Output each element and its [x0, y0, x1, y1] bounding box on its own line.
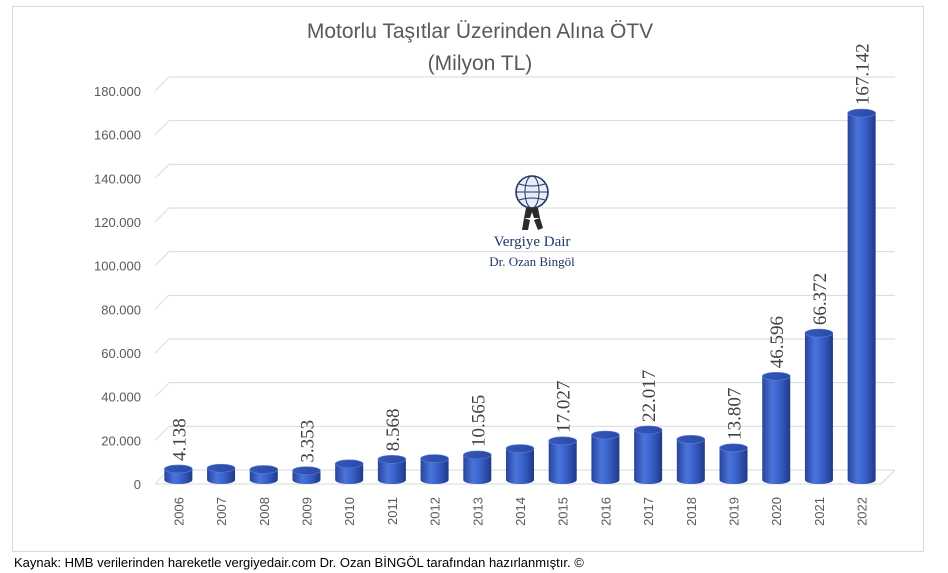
bar-top	[676, 435, 706, 444]
bars	[164, 108, 876, 484]
x-axis-line-slant	[880, 469, 896, 485]
data-label: 4.138	[169, 418, 190, 461]
bar-top	[462, 450, 492, 460]
data-labels: 4.138 3.353 8.568 10.565 17.027 22.017 13.807 4…	[169, 43, 873, 462]
x-tick-label: 2018	[684, 497, 699, 526]
data-label: 13.807	[725, 388, 746, 440]
logo-name: Vergiye Dair	[493, 234, 571, 250]
x-tick-label: 2020	[769, 497, 784, 526]
bar-top	[377, 454, 407, 464]
bar-top	[206, 463, 236, 473]
logo-author: Dr. Ozan Bingöl	[489, 254, 575, 269]
gridline-slant	[154, 163, 170, 179]
x-tick-label: 2015	[556, 497, 571, 526]
x-tick-label: 2016	[598, 497, 613, 526]
x-tick-label: 2013	[470, 497, 485, 526]
bar-top	[548, 436, 578, 446]
bar-top	[591, 430, 620, 440]
x-tick-label: 2022	[855, 497, 870, 526]
y-tick-label: 140.000	[94, 171, 141, 186]
x-tick-label: 2019	[727, 497, 742, 526]
bar	[634, 429, 663, 484]
bar	[719, 447, 748, 484]
bar	[420, 458, 449, 484]
gridline-slant	[154, 76, 170, 92]
x-tick-label: 2017	[641, 497, 656, 526]
gridline-slant	[154, 425, 170, 441]
y-tick-label: 20.000	[101, 433, 141, 448]
gridline-slant	[154, 251, 170, 267]
bar	[762, 376, 791, 484]
bar	[463, 454, 492, 484]
y-tick-label: 160.000	[94, 128, 141, 143]
bar-top	[761, 371, 791, 381]
x-tick-label: 2021	[812, 497, 827, 526]
gridline-slant	[154, 120, 170, 136]
x-tick-label: 2008	[257, 497, 272, 526]
source-note: Kaynak: HMB verilerinden hareketle vergi…	[14, 555, 584, 570]
bar	[548, 440, 577, 484]
data-label: 167.142	[853, 43, 874, 105]
bar-top	[505, 444, 535, 453]
gridline-slant	[154, 207, 170, 223]
atlas-globe-icon	[515, 175, 549, 230]
bar-top	[420, 454, 449, 463]
bar	[804, 333, 833, 484]
bar	[847, 113, 876, 484]
x-tick-label: 2012	[428, 497, 443, 526]
y-tick-label: 80.000	[101, 302, 141, 317]
bar	[207, 468, 236, 484]
bar	[377, 459, 406, 484]
x-tick-label: 2010	[342, 497, 357, 526]
y-tick-label: 180.000	[94, 84, 141, 99]
chart-title: Motorlu Taşıtlar Üzerinden Alına ÖTV	[306, 20, 654, 43]
bar-top	[334, 459, 364, 469]
y-tick-label: 120.000	[94, 215, 141, 230]
bar-top	[804, 328, 834, 338]
x-tick-label: 2007	[214, 497, 229, 526]
x-tick-label: 2011	[385, 497, 400, 525]
gridline-slant	[154, 294, 170, 310]
x-tick-label: 2006	[171, 497, 186, 526]
gridline-slant	[154, 338, 170, 354]
bar-top	[719, 443, 748, 453]
x-tick-label: 2014	[513, 497, 528, 526]
chart-subtitle: (Milyon TL)	[427, 52, 533, 75]
data-label: 17.027	[554, 381, 575, 433]
y-tick-label: 60.000	[101, 346, 141, 361]
axes: 0 20.000 40.000 60.000 80.000 100.000 120.000 1…	[94, 84, 896, 526]
data-label: 46.596	[767, 316, 788, 368]
data-label: 10.565	[468, 395, 489, 447]
y-tick-label: 0	[134, 477, 141, 492]
y-tick-label: 100.000	[94, 259, 141, 274]
gridline-slant	[154, 382, 170, 398]
bar-top	[847, 108, 876, 118]
bar-top	[633, 425, 663, 435]
bar-top	[249, 465, 279, 474]
bar	[591, 434, 620, 484]
bar-top	[292, 466, 321, 475]
bar-top	[164, 464, 193, 474]
x-tick-label: 2009	[299, 497, 314, 526]
logo: Vergiye Dair Dr. Ozan Bingöl	[480, 168, 584, 272]
bar	[506, 448, 534, 484]
data-label: 22.017	[639, 370, 660, 422]
y-tick-label: 40.000	[101, 390, 141, 405]
data-label: 66.372	[810, 273, 831, 325]
data-label: 3.353	[297, 420, 318, 463]
bar	[676, 439, 705, 484]
bar	[335, 463, 364, 484]
data-label: 8.568	[383, 409, 404, 452]
